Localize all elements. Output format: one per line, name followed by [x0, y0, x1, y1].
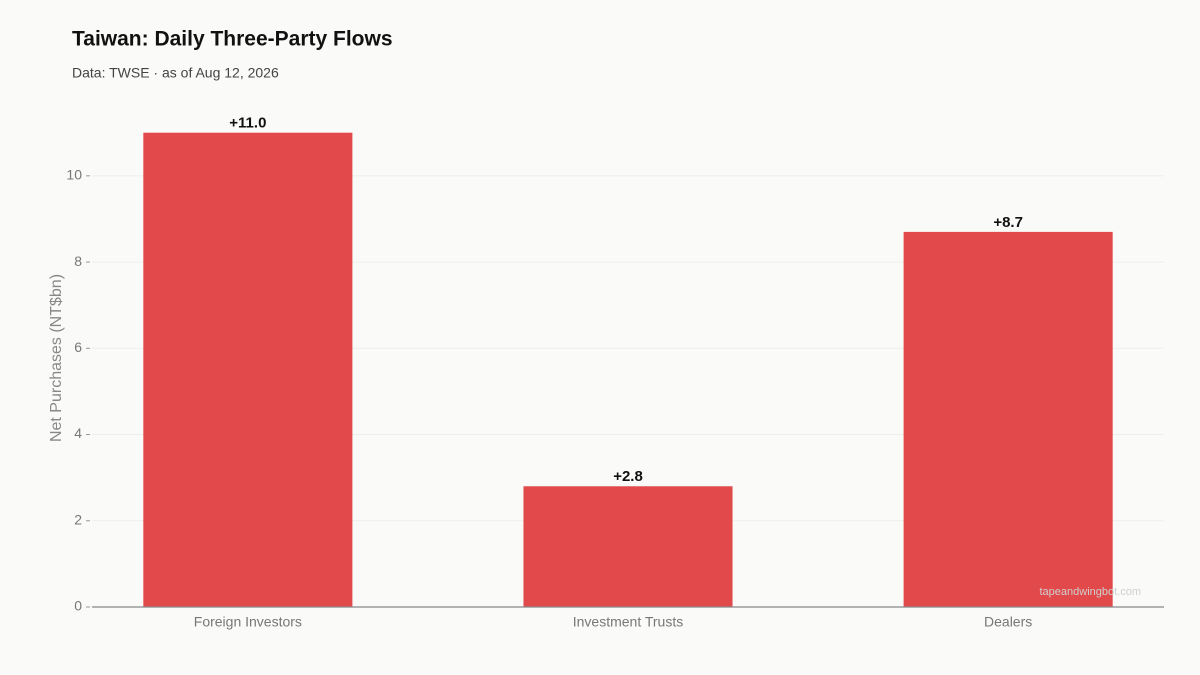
y-tick-label: 6: [74, 339, 82, 355]
marks: Foreign Investors +11.0 Investment Trusts +…: [92, 115, 1164, 630]
chart-title: Taiwan: Daily Three-Party Flows: [72, 28, 393, 51]
x-tick-label: Dealers: [984, 614, 1032, 630]
bar: [903, 231, 1113, 607]
value-label: +2.8: [613, 468, 643, 485]
y-tick-label: 0: [74, 598, 82, 614]
y-tick-label: 10: [66, 167, 82, 183]
y-tick-label: 2: [74, 511, 82, 527]
x-tick-label: Investment Trusts: [573, 614, 683, 630]
y-axis-label: Net Purchases (NT$bn): [48, 274, 65, 442]
chart-subtitle: Data: TWSE · as of Aug 12, 2026: [72, 65, 279, 81]
x-tick-label: Foreign Investors: [194, 614, 302, 630]
value-label: +8.7: [993, 214, 1023, 231]
y-tick-label: 8: [74, 253, 82, 269]
y-tick-label: 4: [74, 425, 82, 441]
bar: [523, 486, 733, 607]
watermark: tapeandwingbot.com: [1039, 586, 1141, 598]
bar: [143, 132, 353, 607]
value-label: +11.0: [229, 115, 266, 132]
